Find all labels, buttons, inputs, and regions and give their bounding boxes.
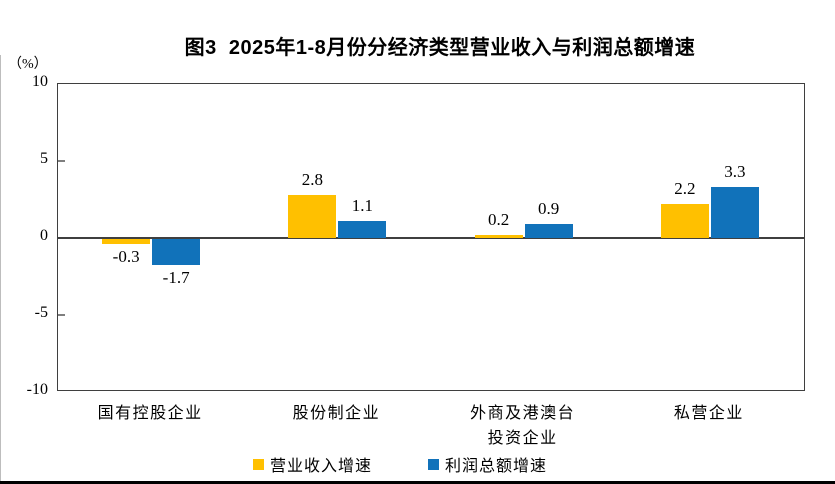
- x-category-label: 私营企业: [673, 405, 744, 422]
- chart-title: 图3 2025年1-8月份分经济类型营业收入与利润总额增速: [184, 37, 696, 59]
- plot-area: -0.3 -1.7 2.8 1.1 0.2 0.9 2.2 3.3: [57, 83, 805, 391]
- y-tick-label: 0: [40, 227, 48, 244]
- bar-value-label: 0.2: [488, 209, 510, 229]
- y-axis-unit-label: （%）: [8, 57, 48, 72]
- bar-value-label: 2.2: [674, 179, 696, 199]
- y-tick-label: 5: [40, 150, 48, 167]
- legend-swatch-icon: [428, 458, 439, 470]
- bar-revenue-growth: [660, 204, 709, 238]
- legend-label: 利润总额增速: [445, 458, 548, 475]
- bar-profit-growth: [338, 221, 387, 238]
- legend-swatch-icon: [252, 458, 264, 470]
- bar-profit-growth: [524, 224, 573, 238]
- bar-revenue-growth: [474, 234, 523, 238]
- bar-value-label: 3.3: [724, 162, 746, 182]
- bar-revenue-growth: [102, 239, 151, 244]
- bar-value-label: -0.3: [112, 246, 140, 266]
- y-axis-tick: [58, 314, 65, 316]
- y-tick-label: 10: [32, 73, 48, 90]
- zero-gridline: [58, 237, 804, 239]
- bottom-rule: [0, 481, 835, 484]
- bar-value-label: 1.1: [351, 196, 373, 216]
- x-category-label: 股份制企业: [292, 405, 381, 422]
- y-tick-label: -10: [26, 381, 48, 398]
- bar-value-label: 2.8: [301, 169, 323, 189]
- bar-value-label: -1.7: [162, 268, 190, 288]
- legend-item-profit-growth: 利润总额增速: [428, 452, 547, 476]
- bar-profit-growth: [710, 187, 759, 238]
- legend-item-revenue-growth: 营业收入增速: [252, 452, 372, 476]
- bar-value-label: 0.9: [538, 199, 560, 219]
- x-category-label: 国有控股企业: [97, 405, 203, 422]
- x-category-label: 外商及港澳台 投资企业: [470, 405, 576, 447]
- left-edge-line: [0, 55, 1, 484]
- x-axis-labels: 国有控股企业 股份制企业 外商及港澳台 投资企业 私营企业: [57, 402, 805, 454]
- y-tick-label: -5: [34, 304, 48, 321]
- bar-revenue-growth: [288, 194, 337, 238]
- legend-label: 营业收入增速: [269, 458, 372, 475]
- legend: 营业收入增速 利润总额增速: [0, 452, 800, 476]
- y-axis-tick: [58, 160, 65, 162]
- bar-profit-growth: [152, 239, 201, 266]
